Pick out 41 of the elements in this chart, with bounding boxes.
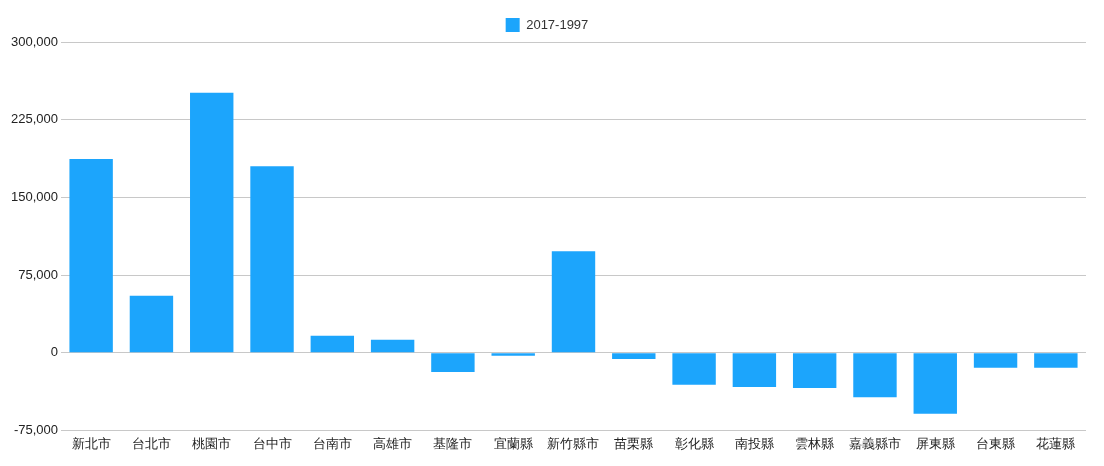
y-tick-label: 150,000	[10, 188, 58, 204]
legend-label: 2017-1997	[526, 16, 589, 32]
bar	[853, 353, 897, 398]
x-tick-label: 南投縣	[734, 435, 774, 451]
y-tick-label: 75,000	[18, 266, 58, 282]
x-tick-label: 新竹縣市	[547, 435, 600, 451]
x-tick-label: 台南市	[312, 435, 352, 451]
x-tick-label: 台北市	[131, 435, 171, 451]
y-tick-label: 0	[50, 344, 58, 360]
x-tick-label: 屏東縣	[915, 435, 955, 451]
x-tick-label: 花蓮縣	[1036, 435, 1076, 451]
bar	[792, 353, 837, 388]
bar	[491, 353, 535, 356]
x-tick-label: 基隆市	[433, 435, 473, 451]
x-tick-label: 宜蘭縣	[493, 435, 533, 451]
bar	[310, 335, 355, 353]
y-tick-label: 225,000	[10, 111, 58, 127]
bar	[190, 92, 234, 353]
y-tick-label: 300,000	[10, 33, 58, 49]
bar	[370, 339, 415, 353]
x-tick-label: 苗栗縣	[614, 435, 654, 451]
x-tick-label: 高雄市	[373, 435, 413, 451]
bar	[732, 353, 777, 387]
x-tick-label: 嘉義縣市	[848, 435, 901, 451]
x-tick-label: 桃園市	[192, 435, 232, 451]
bar	[913, 353, 957, 414]
x-tick-label: 新北市	[71, 435, 111, 451]
x-tick-label: 台中市	[252, 435, 292, 451]
bar	[672, 353, 716, 385]
bar	[69, 159, 113, 353]
x-tick-label: 雲林縣	[795, 435, 835, 451]
x-tick-label: 台東縣	[976, 435, 1016, 451]
bar	[129, 295, 174, 353]
bar	[612, 353, 656, 359]
bar	[1034, 353, 1078, 368]
bar	[551, 251, 596, 353]
bar	[431, 353, 475, 372]
bar	[250, 166, 294, 353]
bar	[973, 353, 1018, 368]
y-tick-label: -75,000	[13, 421, 58, 437]
x-tick-label: 彰化縣	[674, 435, 714, 451]
